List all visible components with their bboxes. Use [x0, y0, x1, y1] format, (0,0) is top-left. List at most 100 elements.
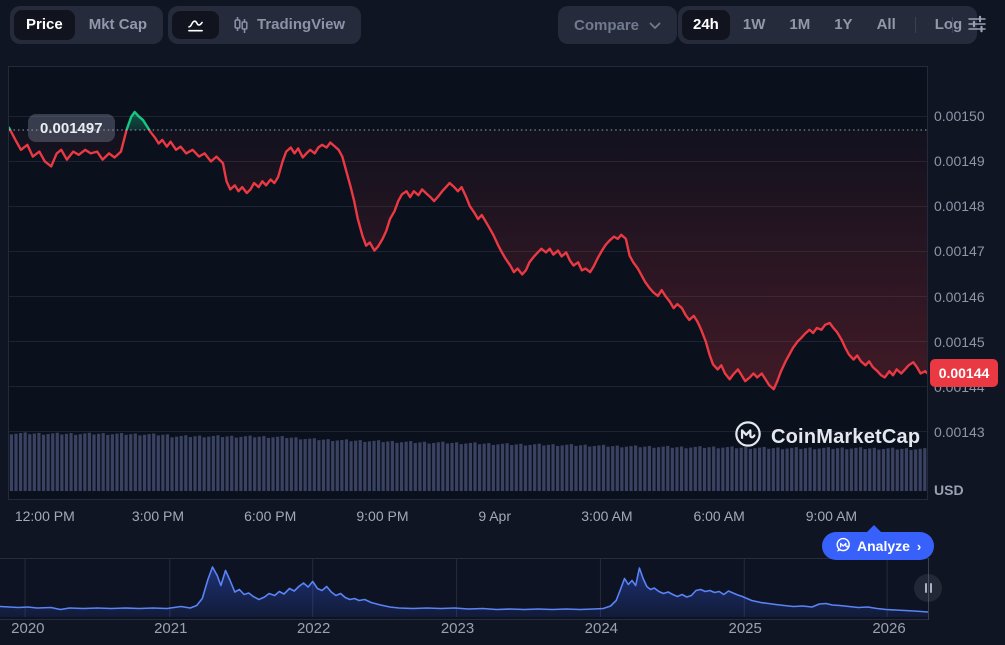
volume-bar: [767, 448, 771, 492]
range-1m[interactable]: 1M: [778, 10, 821, 40]
volume-bar: [712, 446, 716, 492]
brush-drag-handle[interactable]: [914, 574, 942, 602]
range-1w[interactable]: 1W: [732, 10, 777, 40]
volume-bar: [271, 437, 275, 492]
year-axis-label: 2020: [11, 620, 45, 637]
compare-dropdown[interactable]: Compare: [558, 6, 678, 44]
volume-bar: [647, 445, 652, 492]
volume-bar: [785, 448, 789, 492]
volume-bar: [620, 447, 624, 492]
volume-bar: [679, 446, 684, 492]
volume-bar: [546, 444, 551, 492]
volume-bar: [652, 447, 656, 492]
range-24h[interactable]: 24h: [682, 10, 730, 40]
volume-bar: [597, 445, 601, 492]
volume-bar: [817, 448, 821, 492]
chevron-down-icon: [649, 17, 661, 34]
volume-bar: [482, 443, 486, 492]
log-scale-toggle[interactable]: Log: [924, 10, 974, 40]
volume-bar: [32, 433, 36, 492]
volume-bar: [592, 445, 596, 492]
volume-bar: [404, 441, 408, 492]
volume-bar: [115, 433, 119, 492]
volume-bar: [551, 444, 555, 492]
volume-bar: [308, 438, 312, 492]
volume-bar: [675, 447, 679, 492]
volume-bar: [216, 435, 220, 492]
volume-bar: [918, 448, 922, 492]
volume-bar: [87, 432, 92, 492]
compare-label: Compare: [574, 16, 640, 34]
volume-bar: [60, 434, 64, 492]
volume-bar: [537, 443, 541, 492]
line-chart-icon: [186, 17, 205, 33]
range-selector: 24h 1W 1M 1Y All Log: [678, 6, 978, 44]
volume-bar: [349, 441, 353, 492]
y-axis-label: 0.00150: [934, 107, 985, 124]
volume-bar: [92, 434, 96, 492]
volume-bar: [106, 434, 110, 492]
volume-bar: [202, 437, 206, 492]
volume-bar: [721, 447, 725, 492]
volume-bar: [845, 449, 849, 492]
price-chart-canvas[interactable]: [9, 67, 927, 499]
volume-bar: [156, 435, 160, 492]
volume-bar: [55, 432, 59, 492]
volume-bar: [321, 439, 326, 492]
year-axis-label: 2026: [872, 620, 906, 637]
volume-bar: [611, 446, 615, 492]
chart-type-toggle: TradingView: [168, 6, 362, 44]
volume-bar: [822, 447, 826, 492]
x-axis-label: 12:00 PM: [14, 508, 75, 524]
volume-bar: [500, 443, 505, 492]
volume-bar: [138, 435, 142, 492]
volume-bar: [197, 435, 202, 492]
toolbar-divider: [952, 17, 953, 33]
volume-bar: [28, 434, 32, 492]
volume-bar: [179, 435, 183, 492]
volume-bar: [399, 442, 404, 492]
line-chart-tab[interactable]: [172, 11, 219, 39]
volume-bar: [854, 447, 858, 492]
volume-bar: [188, 436, 193, 492]
chart-settings-button[interactable]: [962, 11, 992, 39]
volume-bar: [225, 436, 229, 492]
mktcap-tab[interactable]: Mkt Cap: [77, 10, 159, 40]
volume-bar: [826, 447, 831, 492]
coinmarketcap-logo-icon: [734, 420, 762, 454]
volume-bar: [808, 447, 812, 492]
tradingview-tab[interactable]: TradingView: [221, 10, 357, 40]
volume-bar: [578, 445, 583, 492]
volume-bar: [730, 446, 734, 492]
range-selector-canvas[interactable]: [0, 559, 928, 619]
volume-bar: [184, 435, 188, 492]
volume-bar: [757, 447, 762, 492]
volume-bar: [418, 442, 422, 492]
volume-bar: [588, 446, 592, 492]
volume-bar: [110, 434, 114, 492]
range-1y[interactable]: 1Y: [823, 10, 863, 40]
volume-bar: [606, 446, 610, 492]
range-all[interactable]: All: [866, 10, 907, 40]
volume-bar: [97, 433, 101, 492]
volume-bar: [477, 444, 482, 492]
volume-bar: [413, 442, 417, 492]
volume-bar: [207, 436, 211, 492]
price-tab[interactable]: Price: [14, 10, 75, 40]
volume-bar: [739, 447, 743, 492]
year-axis-label: 2022: [296, 620, 331, 637]
volume-bar: [900, 448, 904, 492]
volume-bar: [491, 444, 495, 492]
volume-bar: [372, 440, 376, 492]
volume-bar: [849, 448, 853, 492]
volume-bar: [601, 444, 606, 492]
volume-bar: [624, 446, 629, 492]
y-axis-label: 0.00143: [934, 424, 985, 441]
volume-bar: [771, 448, 775, 492]
volume-bar: [289, 437, 293, 492]
volume-bar: [794, 447, 798, 492]
volume-bar: [840, 447, 844, 492]
volume-bar: [565, 444, 569, 492]
volume-bar: [533, 444, 537, 492]
analyze-button[interactable]: Analyze ›: [822, 532, 935, 560]
